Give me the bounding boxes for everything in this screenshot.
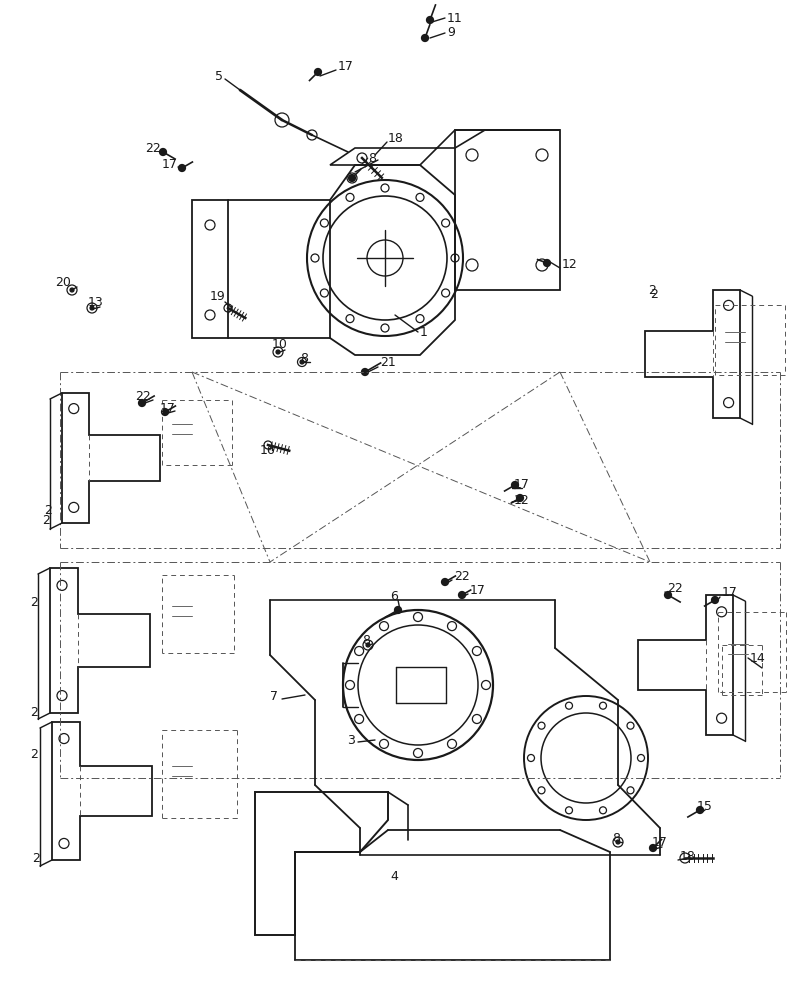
Circle shape	[366, 643, 370, 647]
Circle shape	[458, 591, 465, 598]
Text: 18: 18	[679, 850, 695, 862]
Text: 22: 22	[145, 141, 161, 154]
Text: 12: 12	[513, 493, 529, 506]
Text: 3: 3	[346, 734, 354, 746]
Text: 13: 13	[88, 296, 104, 310]
Text: 17: 17	[160, 401, 176, 414]
Circle shape	[361, 368, 368, 375]
Circle shape	[649, 844, 655, 852]
Circle shape	[139, 399, 145, 406]
Text: 17: 17	[337, 60, 354, 73]
Circle shape	[276, 350, 280, 354]
Text: 5: 5	[215, 70, 223, 83]
Circle shape	[348, 174, 355, 182]
Text: 10: 10	[272, 338, 288, 352]
Text: 6: 6	[389, 589, 397, 602]
Text: 18: 18	[388, 131, 403, 144]
Circle shape	[178, 164, 185, 172]
Circle shape	[663, 591, 671, 598]
Text: 2: 2	[30, 748, 38, 762]
Text: 2: 2	[30, 595, 38, 608]
Circle shape	[696, 806, 702, 814]
Text: 2: 2	[32, 852, 40, 864]
Text: 22: 22	[453, 570, 470, 582]
Text: 12: 12	[561, 258, 577, 271]
Text: 2: 2	[42, 514, 49, 526]
Text: 1: 1	[419, 326, 427, 338]
Circle shape	[161, 408, 169, 416]
Text: 2: 2	[30, 706, 38, 718]
Text: 9: 9	[446, 26, 454, 39]
Text: 19: 19	[210, 290, 225, 304]
Text: 7: 7	[270, 690, 277, 702]
Text: 17: 17	[651, 836, 667, 850]
Circle shape	[543, 259, 550, 266]
Circle shape	[394, 606, 401, 613]
Text: 14: 14	[749, 652, 765, 664]
Circle shape	[516, 494, 523, 502]
Text: 22: 22	[666, 582, 682, 594]
Text: 17: 17	[721, 585, 737, 598]
Text: 17: 17	[162, 158, 178, 172]
Text: 17: 17	[470, 584, 485, 596]
Circle shape	[616, 840, 620, 844]
Circle shape	[314, 68, 321, 76]
Text: 11: 11	[446, 11, 462, 24]
Text: 17: 17	[513, 479, 530, 491]
Text: 2: 2	[44, 504, 52, 516]
Circle shape	[426, 16, 433, 23]
Text: 20: 20	[55, 276, 71, 290]
Text: 8: 8	[299, 352, 307, 364]
Text: 4: 4	[389, 869, 397, 882]
Circle shape	[90, 306, 94, 310]
Circle shape	[441, 578, 448, 585]
Text: 8: 8	[367, 151, 375, 164]
Text: 2: 2	[649, 288, 657, 302]
Circle shape	[710, 596, 718, 603]
Text: 2: 2	[647, 284, 655, 296]
Text: 15: 15	[696, 800, 712, 812]
Circle shape	[511, 482, 518, 488]
Circle shape	[159, 148, 166, 155]
Circle shape	[70, 288, 74, 292]
Circle shape	[421, 34, 428, 41]
Text: 22: 22	[135, 389, 151, 402]
Text: 8: 8	[362, 634, 370, 647]
Circle shape	[349, 176, 354, 180]
Circle shape	[299, 360, 303, 364]
Text: 21: 21	[380, 357, 395, 369]
Text: 16: 16	[260, 444, 276, 456]
Text: 8: 8	[611, 832, 620, 844]
